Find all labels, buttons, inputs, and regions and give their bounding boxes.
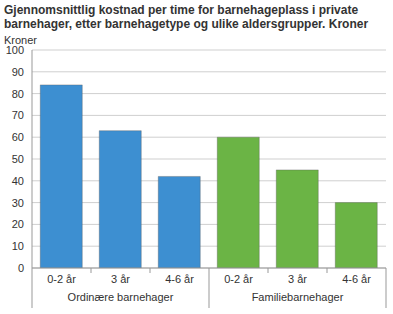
svg-text:Familiebarnehager: Familiebarnehager: [252, 291, 344, 303]
svg-text:20: 20: [12, 218, 24, 230]
svg-text:0-2 år: 0-2 år: [224, 273, 253, 285]
svg-text:50: 50: [12, 153, 24, 165]
svg-text:100: 100: [8, 44, 24, 56]
svg-text:30: 30: [12, 197, 24, 209]
svg-text:Ordinære barnehager: Ordinære barnehager: [68, 291, 174, 303]
svg-text:3 år: 3 år: [288, 273, 307, 285]
html-text:Gjennomsnittlig kostnad per ti: Gjennomsnittlig kostnad per time for bar…: [4, 3, 369, 31]
svg-text:4-6 år: 4-6 år: [165, 273, 194, 285]
svg-text:70: 70: [12, 109, 24, 121]
svg-text:0-2 år: 0-2 år: [47, 273, 76, 285]
svg-text:0: 0: [18, 262, 24, 274]
svg-text:90: 90: [12, 66, 24, 78]
svg-text:4-6 år: 4-6 år: [342, 273, 371, 285]
svg-text:60: 60: [12, 131, 24, 143]
svg-text:80: 80: [12, 88, 24, 100]
html-text:Kroner: Kroner: [4, 34, 37, 46]
svg-text:40: 40: [12, 175, 24, 187]
svg-text:3 år: 3 år: [111, 273, 130, 285]
svg-text:10: 10: [12, 240, 24, 252]
